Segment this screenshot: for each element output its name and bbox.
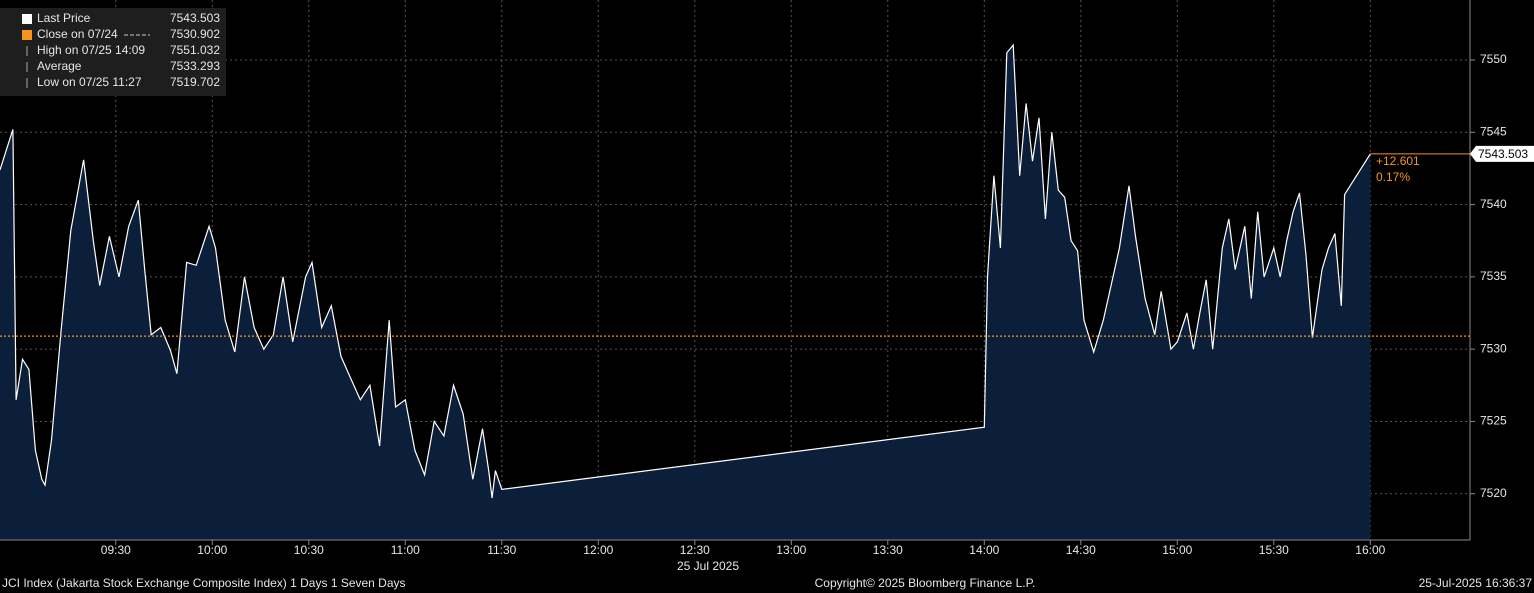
date-label: 25 Jul 2025 bbox=[677, 559, 739, 573]
x-tick-label: 11:00 bbox=[391, 543, 420, 557]
legend-value: 7519.702 bbox=[170, 75, 220, 89]
legend-swatch bbox=[22, 14, 32, 24]
last-price-tag bbox=[1470, 145, 1534, 162]
y-tick-label: 7525 bbox=[1480, 414, 1507, 428]
x-tick-label: 15:30 bbox=[1259, 543, 1289, 557]
legend-swatch bbox=[22, 30, 32, 40]
x-tick-label: 14:00 bbox=[969, 543, 999, 557]
legend-label: Close on 07/24 bbox=[37, 27, 118, 41]
legend-value: 7530.902 bbox=[170, 27, 220, 41]
x-tick-label: 13:00 bbox=[776, 543, 806, 557]
y-tick-label: 7535 bbox=[1480, 269, 1507, 283]
x-tick-label: 11:30 bbox=[487, 543, 516, 557]
x-tick-label: 12:30 bbox=[680, 543, 710, 557]
price-line bbox=[0, 43, 1371, 499]
legend-value: 7543.503 bbox=[170, 11, 220, 25]
last-price-label: 7543.503 bbox=[1478, 147, 1528, 161]
footer-right: 25-Jul-2025 16:36:37 bbox=[1419, 576, 1533, 590]
x-tick-label: 16:00 bbox=[1355, 543, 1385, 557]
x-tick-label: 15:00 bbox=[1162, 543, 1192, 557]
legend-box bbox=[0, 8, 226, 96]
change-pct-label: 0.17% bbox=[1376, 170, 1410, 184]
legend-value: 7533.293 bbox=[170, 59, 220, 73]
legend-label: Last Price bbox=[37, 11, 91, 25]
y-tick-label: 7545 bbox=[1480, 124, 1507, 138]
x-tick-label: 12:00 bbox=[583, 543, 613, 557]
legend-value: 7551.032 bbox=[170, 43, 220, 57]
area bbox=[0, 45, 1371, 540]
footer-left: JCI Index (Jakarta Stock Exchange Compos… bbox=[2, 576, 406, 590]
y-tick-label: 7540 bbox=[1480, 197, 1507, 211]
legend-label: High on 07/25 14:09 bbox=[37, 43, 145, 57]
y-tick-label: 7530 bbox=[1480, 341, 1507, 355]
x-tick-label: 10:30 bbox=[294, 543, 324, 557]
x-tick-label: 13:30 bbox=[873, 543, 903, 557]
legend-label: Low on 07/25 11:27 bbox=[37, 75, 142, 89]
x-tick-label: 10:00 bbox=[197, 543, 227, 557]
change-label: +12.601 bbox=[1376, 154, 1420, 168]
y-tick-label: 7550 bbox=[1480, 52, 1507, 66]
footer-center: Copyright© 2025 Bloomberg Finance L.P. bbox=[815, 576, 1036, 590]
x-tick-label: 14:30 bbox=[1066, 543, 1096, 557]
x-tick-label: 09:30 bbox=[101, 543, 131, 557]
y-tick-label: 7520 bbox=[1480, 486, 1507, 500]
legend-label: Average bbox=[37, 59, 82, 73]
